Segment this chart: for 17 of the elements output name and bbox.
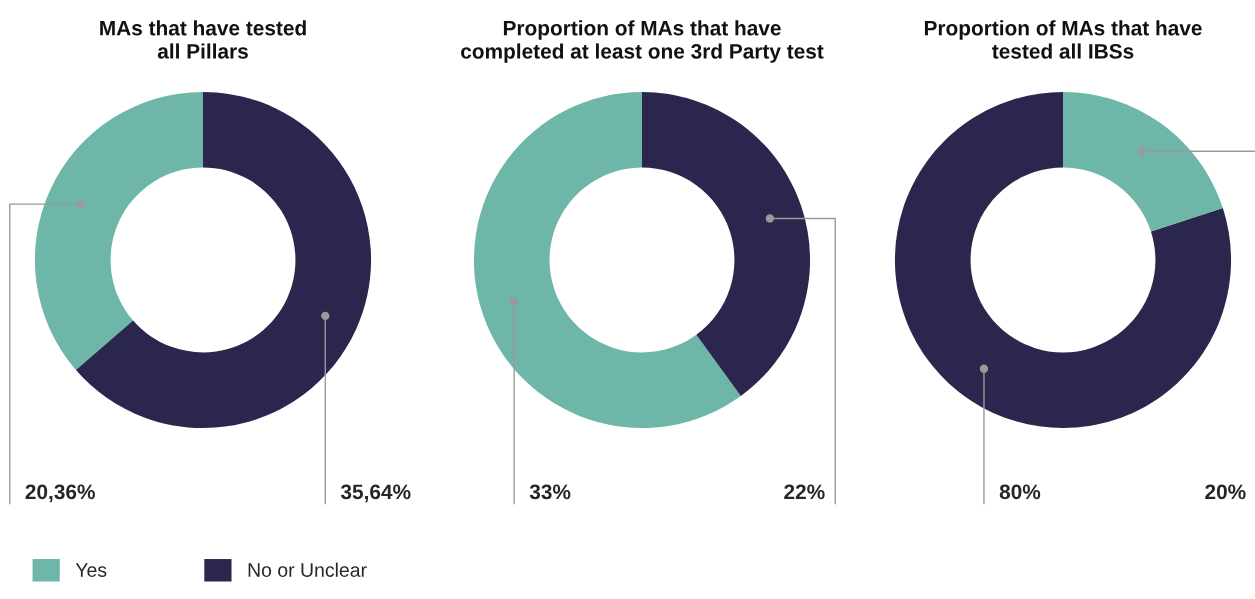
chart-title: Proportion of MAs that have completed at least one 3rd Party test bbox=[461, 20, 824, 63]
data-label: 80% bbox=[999, 484, 1041, 500]
data-label: 33% bbox=[529, 484, 571, 500]
chart-title: Proportion of MAs that have tested all IBSs bbox=[924, 20, 1202, 59]
donut-slice bbox=[473, 91, 741, 429]
data-label: 22% bbox=[784, 484, 825, 500]
legend-label: Yes bbox=[75, 563, 107, 577]
legend-label: No or Unclear bbox=[248, 562, 367, 577]
donut-slice bbox=[894, 91, 1232, 429]
donut-slice bbox=[34, 91, 203, 371]
data-label: 20,36% bbox=[25, 484, 95, 503]
chart-title: MAs that have tested all Pillars bbox=[100, 20, 306, 59]
data-label: 20% bbox=[1205, 484, 1246, 500]
data-label: 35,64% bbox=[340, 484, 411, 503]
donut-slice bbox=[1063, 91, 1223, 232]
donut-slice bbox=[642, 91, 811, 396]
donut-slice bbox=[75, 91, 372, 429]
